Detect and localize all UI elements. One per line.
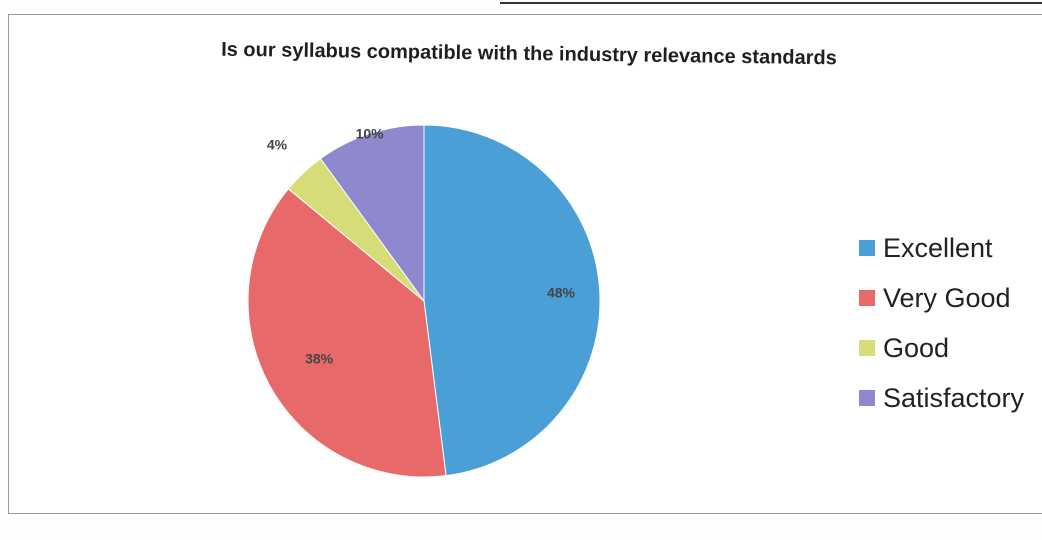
legend-label: Excellent bbox=[883, 232, 993, 263]
legend-label: Satisfactory bbox=[883, 382, 1025, 413]
legend-label: Good bbox=[883, 332, 950, 363]
legend-item: Excellent bbox=[859, 223, 1024, 273]
chart-legend: Excellent Very Good Good Satisfactory bbox=[859, 223, 1024, 423]
legend-item: Good bbox=[859, 323, 1024, 373]
top-border-line bbox=[500, 0, 1042, 4]
legend-item: Very Good bbox=[859, 273, 1024, 323]
legend-swatch bbox=[859, 390, 875, 406]
data-label-satisfactory: 10% bbox=[356, 126, 385, 142]
data-label-very-good: 38% bbox=[305, 351, 334, 367]
data-label-good: 4% bbox=[267, 136, 288, 152]
slice-satisfactory bbox=[319, 124, 425, 303]
legend-swatch bbox=[859, 340, 875, 356]
legend-swatch bbox=[859, 290, 875, 306]
pie-chart: 48% 38% 4% 10% bbox=[247, 124, 601, 478]
chart-frame: Is our syllabus compatible with the indu… bbox=[8, 14, 1042, 514]
slice-excellent bbox=[423, 124, 601, 477]
legend-item: Satisfactory bbox=[859, 373, 1024, 423]
legend-label: Very Good bbox=[883, 282, 1011, 313]
data-label-excellent: 48% bbox=[547, 284, 576, 300]
legend-swatch bbox=[859, 240, 875, 256]
slice-very-good bbox=[247, 188, 447, 478]
